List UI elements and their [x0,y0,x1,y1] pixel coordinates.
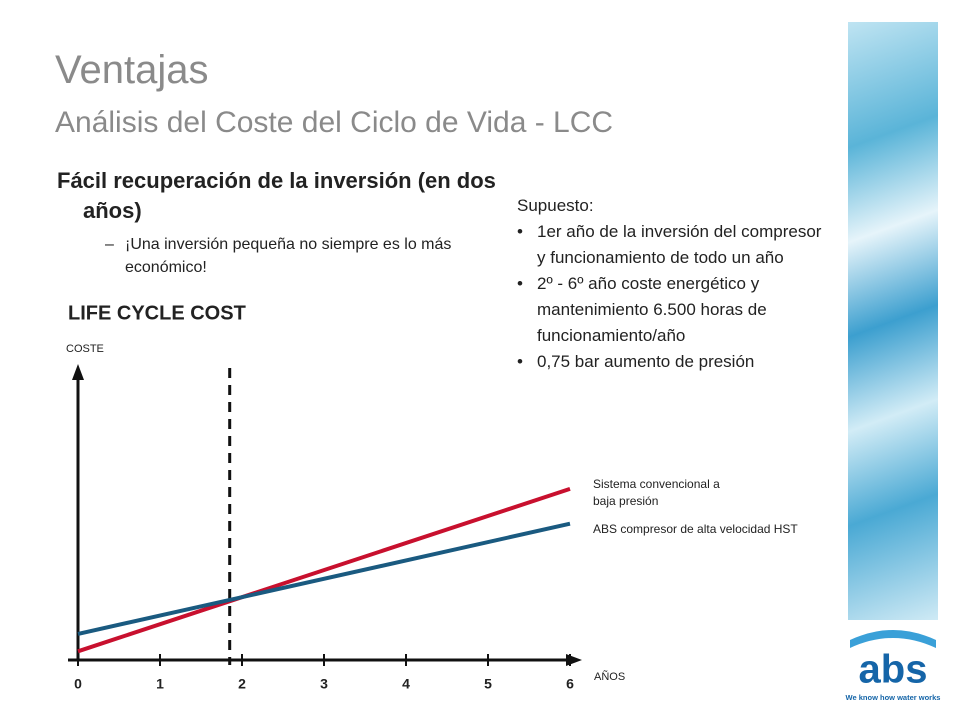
logo-wave [850,630,936,648]
logo-tagline: We know how water works [846,693,941,702]
water-image [848,22,938,620]
series-line [77,487,571,654]
logo: abs We know how water works [846,630,941,702]
x-tick-label: 3 [320,676,328,692]
chart-title: LIFE CYCLE COST [68,302,246,324]
x-arrow [566,654,582,666]
series-label: Sistema convencional a baja presión [593,477,720,508]
y-arrow [72,364,84,380]
slide-title: Ventajas [55,48,209,92]
assumption-item: 0,75 bar aumento de presión [517,349,827,375]
slide-subtitle: Análisis del Coste del Ciclo de Vida - L… [55,106,614,139]
sub-bullet: – ¡Una inversión pequeña no siempre es lo… [105,233,495,279]
x-axis-label: AÑOS [594,670,625,683]
series-line [77,521,571,636]
logo-text: abs [859,648,928,692]
bullet: Fácil recuperación de la inversión (en d… [57,168,496,223]
x-tick-label: 4 [402,676,410,692]
x-tick-label: 6 [566,676,574,692]
sub-bullet-text: ¡Una inversión pequeña no siempre es lo … [125,236,452,276]
series-label: ABS compresor de alta velocidad HST [593,522,798,536]
assumptions: Supuesto: 1er año de la inversión del co… [517,193,827,375]
assumption-item: 2º - 6º año coste energético y mantenimi… [517,271,827,349]
x-tick-label: 0 [74,676,82,692]
x-tick-label: 1 [156,676,164,692]
assumption-heading: Supuesto: [517,196,594,215]
x-tick-label: 5 [484,676,492,692]
y-axis-label: COSTE [66,343,104,355]
assumption-item: 1er año de la inversión del compresor y … [517,219,827,271]
x-tick-label: 2 [238,676,246,692]
